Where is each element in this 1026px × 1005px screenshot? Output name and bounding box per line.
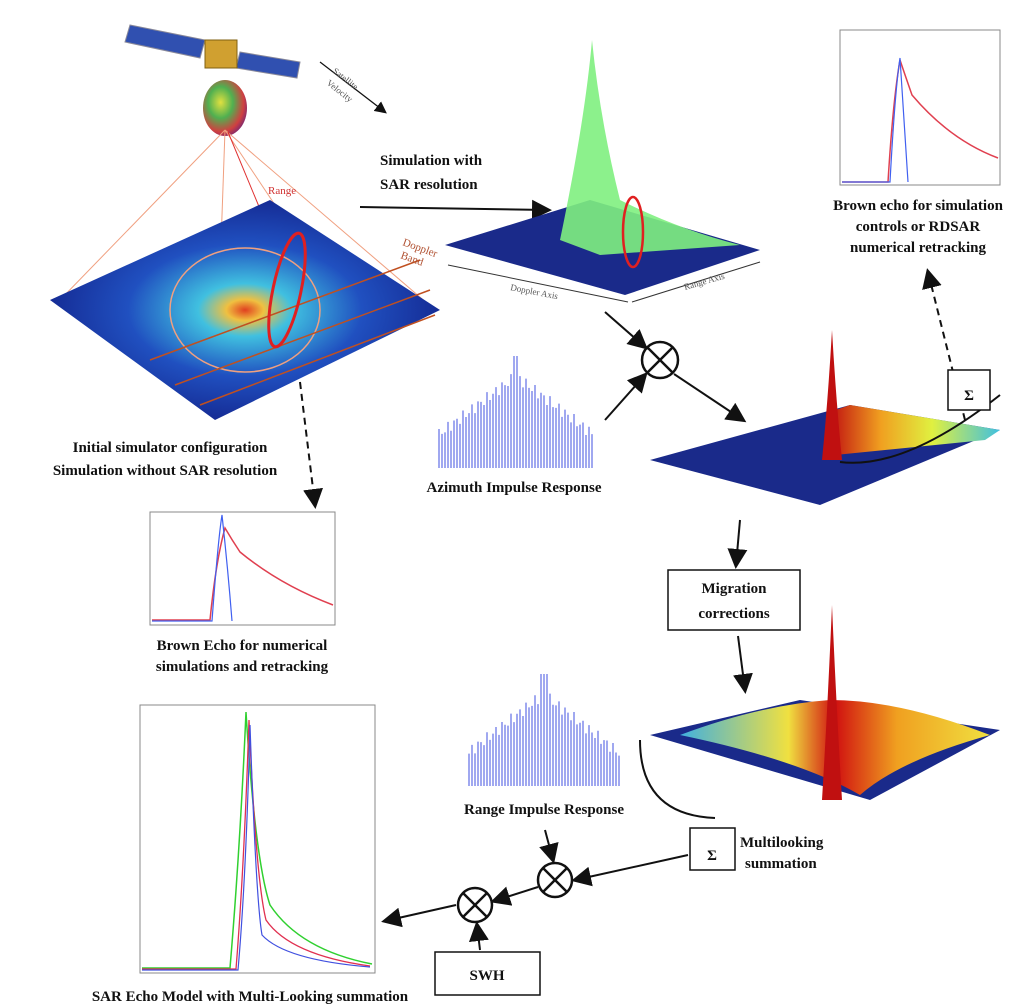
label: Range	[268, 185, 296, 197]
sar-echo-plot	[140, 705, 375, 973]
arrow	[575, 855, 688, 880]
arrow	[605, 312, 645, 347]
arrow	[494, 887, 538, 901]
label: controls or RDSAR	[856, 219, 981, 235]
label: SAR Echo Model with Multi-Looking summat…	[92, 989, 409, 1005]
label: corrections	[698, 606, 770, 622]
arrow	[736, 520, 740, 565]
sigma: Σ	[964, 388, 974, 404]
arrow	[605, 375, 645, 420]
arrow	[477, 925, 480, 950]
label: summation	[745, 856, 817, 872]
diagram: Satellite Velocity Range Doppler Band Si…	[0, 0, 1026, 1005]
arrow	[674, 374, 743, 420]
brown-echo-plot	[150, 512, 335, 625]
arrow	[360, 207, 548, 210]
arrow	[385, 905, 456, 921]
range-impulse-plot	[465, 668, 622, 790]
arrow	[545, 830, 553, 860]
label: Doppler Axis	[510, 282, 560, 301]
satellite	[125, 25, 300, 136]
label: Brown Echo for numerical	[157, 638, 328, 654]
label: Range Axis	[683, 271, 726, 292]
label: Migration	[702, 581, 768, 597]
brown-echo-plot	[840, 30, 1000, 185]
convolution	[642, 342, 678, 378]
green-spike	[560, 40, 740, 255]
label: Azimuth Impulse Response	[426, 480, 601, 496]
label: Simulation without SAR resolution	[53, 463, 278, 479]
label: Initial simulator configuration	[73, 440, 268, 456]
label: SAR resolution	[380, 177, 478, 193]
spike	[822, 330, 842, 460]
label: Multilooking	[740, 835, 824, 851]
label: Brown echo for simulation	[833, 198, 1004, 214]
label: Simulation with	[380, 153, 483, 169]
sigma: Σ	[707, 848, 717, 864]
label: numerical retracking	[850, 240, 986, 256]
label: SWH	[469, 968, 504, 984]
arrow	[300, 382, 315, 505]
label: simulations and retracking	[156, 659, 329, 675]
convolution	[458, 863, 572, 922]
azimuth-impulse-plot	[435, 350, 597, 472]
label: Range Impulse Response	[464, 802, 624, 818]
brace	[640, 740, 715, 818]
arrow	[738, 636, 745, 690]
